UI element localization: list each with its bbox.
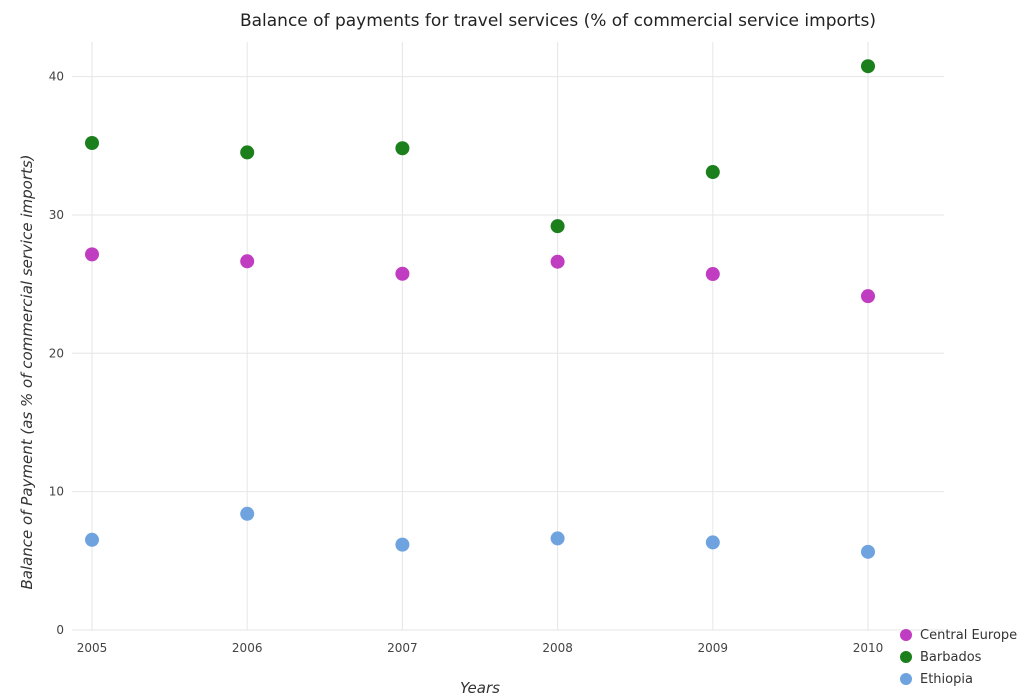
y-tick-label: 30 <box>49 208 64 222</box>
y-tick-label: 10 <box>49 485 64 499</box>
point-central-europe <box>550 254 565 269</box>
legend-marker-ethiopia <box>900 673 912 685</box>
chart-title: Balance of payments for travel services … <box>240 11 876 31</box>
y-axis-label: Balance of Payment (as % of commercial s… <box>18 154 36 589</box>
x-axis-label: Years <box>460 679 500 697</box>
x-tick-label: 2010 <box>853 641 884 655</box>
point-ethiopia <box>240 506 255 521</box>
grid <box>72 42 944 631</box>
point-barbados <box>395 141 410 156</box>
axis-ticks: 2005 2006 2007 2008 2009 2010 0 10 20 30 40 <box>49 70 884 655</box>
data-points <box>85 59 875 559</box>
point-barbados <box>705 165 720 180</box>
point-barbados <box>85 135 99 150</box>
x-tick-label: 2007 <box>387 641 418 655</box>
y-tick-label: 0 <box>56 623 64 637</box>
legend: Central Europe Barbados Ethiopia <box>900 628 1017 687</box>
legend-marker-barbados <box>900 651 912 663</box>
x-tick-label: 2008 <box>542 641 573 655</box>
y-tick-label: 20 <box>49 346 64 360</box>
legend-label-barbados: Barbados <box>920 650 982 665</box>
point-ethiopia <box>85 532 99 547</box>
point-ethiopia <box>550 531 565 546</box>
point-barbados <box>240 145 255 160</box>
point-ethiopia <box>395 537 410 552</box>
legend-label-ethiopia: Ethiopia <box>920 672 973 687</box>
point-central-europe <box>85 247 99 262</box>
point-ethiopia <box>705 535 720 550</box>
point-central-europe <box>395 266 410 281</box>
x-tick-label: 2009 <box>698 641 729 655</box>
legend-label-central-europe: Central Europe <box>920 628 1017 643</box>
point-central-europe <box>705 267 720 282</box>
point-central-europe <box>861 289 875 304</box>
point-central-europe <box>240 254 255 269</box>
y-tick-label: 40 <box>49 70 64 84</box>
x-tick-label: 2005 <box>77 641 108 655</box>
point-barbados <box>861 59 875 74</box>
point-ethiopia <box>861 544 875 559</box>
point-barbados <box>550 219 565 234</box>
legend-marker-central-europe <box>900 629 912 641</box>
x-tick-label: 2006 <box>232 641 263 655</box>
